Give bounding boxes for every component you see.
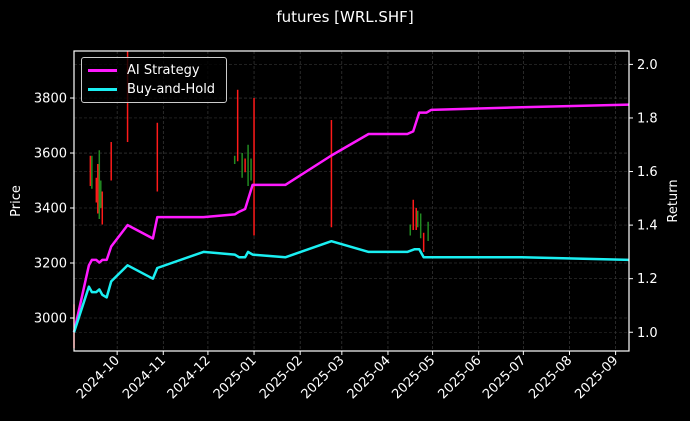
chart-title: futures [WRL.SHF] xyxy=(276,8,414,26)
y-right-tick-label: 1.4 xyxy=(637,219,658,234)
legend-label: Buy-and-Hold xyxy=(127,81,216,97)
x-tick-label: 2025-01 xyxy=(211,353,260,402)
x-tick-label: 2025-07 xyxy=(480,353,529,402)
y-right-tick-label: 1.0 xyxy=(637,326,658,341)
x-tick-label: 2025-06 xyxy=(436,353,485,402)
x-tick-label: 2025-03 xyxy=(299,353,348,402)
legend: AI Strategy Buy-and-Hold xyxy=(81,57,227,103)
series-line-ai-strategy xyxy=(72,103,630,333)
plot-frame xyxy=(73,50,630,352)
x-tick-label: 2024-12 xyxy=(165,353,214,402)
x-tick-label: 2025-04 xyxy=(345,353,394,402)
x-tick-label: 2024-10 xyxy=(74,353,123,402)
y-left-tick-label: 3600 xyxy=(34,147,67,162)
series-line-buy-and-hold xyxy=(72,239,630,333)
x-tick-label: 2025-09 xyxy=(572,353,621,402)
legend-swatch-buy-and-hold xyxy=(88,87,117,91)
y-left-tick-label: 3200 xyxy=(34,257,67,272)
y-right-tick-label: 1.8 xyxy=(637,111,658,126)
y-axis-label-left: Price xyxy=(9,185,24,217)
y-right-tick-label: 1.6 xyxy=(637,165,658,180)
y-left-tick-label: 3800 xyxy=(34,92,67,107)
legend-item-buy-and-hold: Buy-and-Hold xyxy=(88,80,215,98)
legend-swatch-ai-strategy xyxy=(88,68,117,72)
y-axis-label-right: Return xyxy=(666,179,681,222)
x-tick-label: 2025-08 xyxy=(526,353,575,402)
x-tick-label: 2024-11 xyxy=(120,353,169,402)
x-tick-label: 2025-05 xyxy=(389,353,438,402)
legend-label: AI Strategy xyxy=(127,62,200,78)
x-tick-label: 2025-02 xyxy=(257,353,306,402)
legend-item-ai-strategy: AI Strategy xyxy=(88,61,200,79)
y-left-tick-label: 3000 xyxy=(34,312,67,327)
y-right-tick-label: 2.0 xyxy=(637,58,658,73)
y-right-tick-label: 1.2 xyxy=(637,272,658,287)
y-left-tick-label: 3400 xyxy=(34,202,67,217)
